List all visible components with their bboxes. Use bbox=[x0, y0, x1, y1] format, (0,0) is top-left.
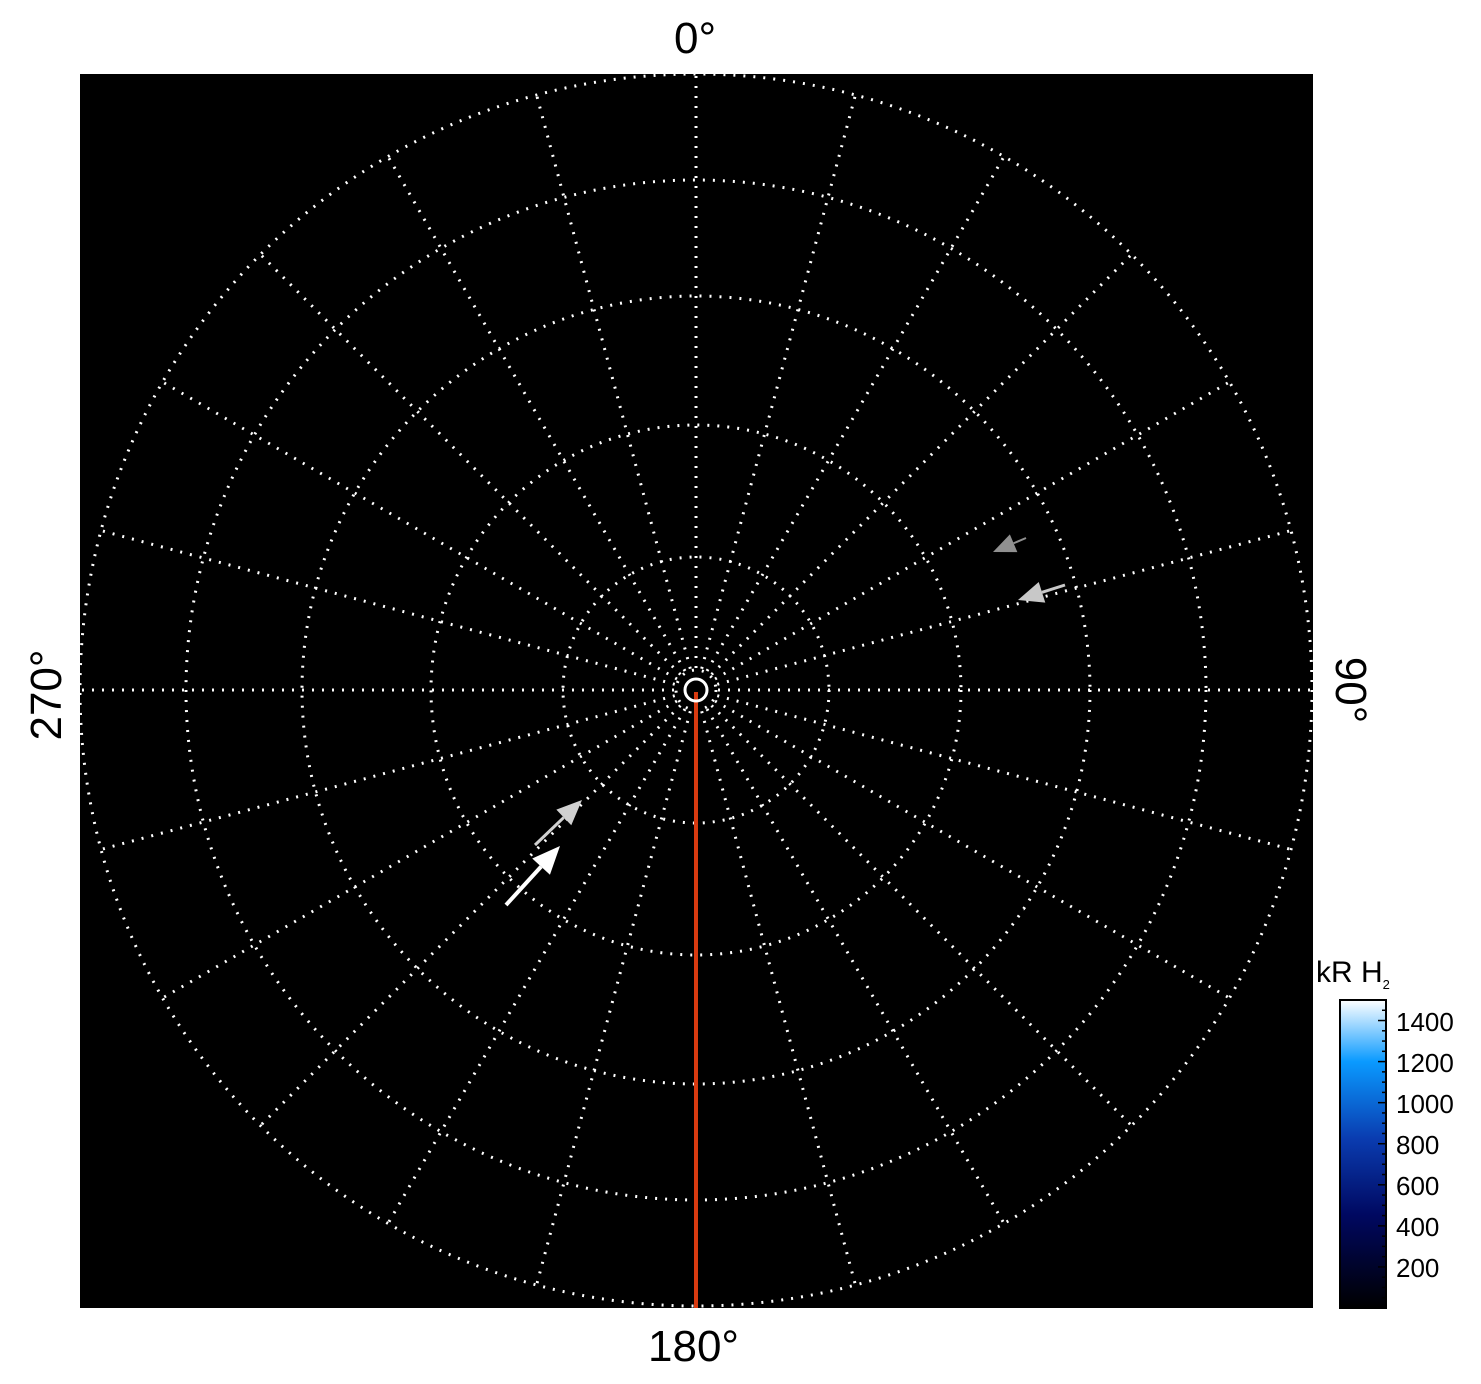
arrow-shaft bbox=[1013, 537, 1027, 545]
angle-label-left: 270° bbox=[22, 649, 71, 741]
arrow-head bbox=[1018, 582, 1046, 603]
arrow-marker bbox=[504, 846, 560, 907]
arrow-shaft bbox=[533, 816, 565, 847]
colorbar-tick-label: 200 bbox=[1396, 1252, 1440, 1283]
colorbar-tick-label: 1200 bbox=[1396, 1047, 1454, 1078]
angle-label-top: 0° bbox=[674, 14, 717, 63]
latitude-circle bbox=[429, 423, 963, 957]
colorbar-tick-label: 600 bbox=[1396, 1170, 1440, 1201]
latitude-circle bbox=[78, 72, 1314, 1308]
arrow-head bbox=[993, 534, 1018, 553]
arrow-marker bbox=[533, 800, 582, 847]
arrow-shaft bbox=[504, 865, 543, 907]
colorbar-title-text: kR H bbox=[1316, 956, 1383, 989]
arrow-marker bbox=[1018, 582, 1066, 603]
angle-label-right: 90° bbox=[1326, 656, 1375, 724]
colorbar bbox=[1339, 999, 1387, 1309]
arrow-head bbox=[556, 800, 582, 826]
colorbar-tick-label: 800 bbox=[1396, 1129, 1440, 1160]
colorbar-tick-label: 1000 bbox=[1396, 1088, 1454, 1119]
arrow-marker bbox=[993, 534, 1027, 553]
arrow-head bbox=[532, 846, 560, 875]
colorbar-tick-label: 400 bbox=[1396, 1211, 1440, 1242]
colorbar-title: kR H2 bbox=[1316, 956, 1390, 992]
colorbar-tick-label: 1400 bbox=[1396, 1006, 1454, 1037]
colorbar-title-subscript: 2 bbox=[1382, 977, 1390, 992]
arrow-shaft bbox=[1041, 583, 1066, 594]
pole-marker bbox=[683, 677, 709, 703]
angle-label-bottom: 180° bbox=[648, 1322, 740, 1371]
